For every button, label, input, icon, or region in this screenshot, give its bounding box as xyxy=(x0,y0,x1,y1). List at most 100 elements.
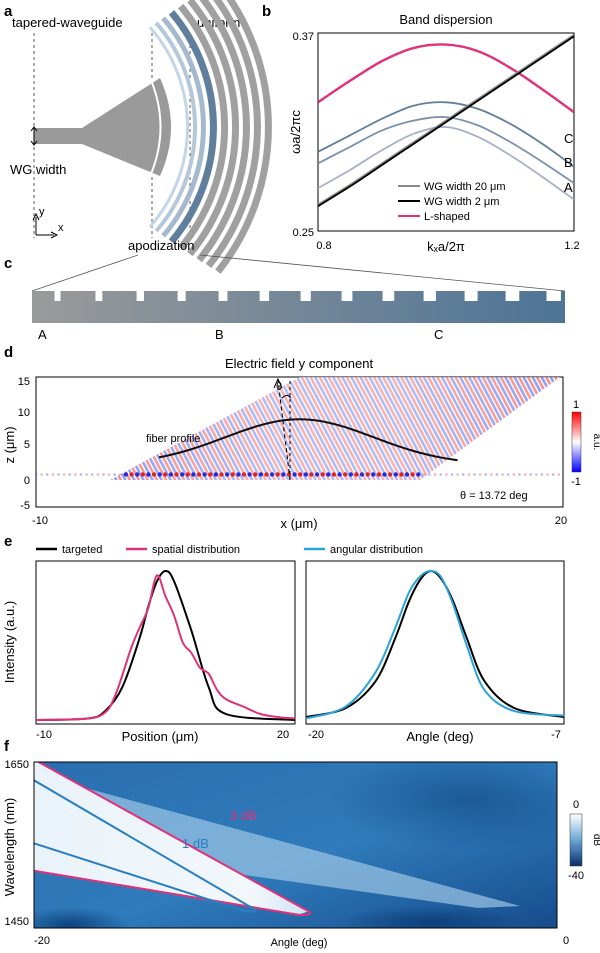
field-dot xyxy=(376,472,382,477)
field-dot xyxy=(501,473,504,476)
field-dot xyxy=(309,472,314,477)
field-dot xyxy=(68,473,71,476)
field-dot xyxy=(523,473,527,476)
map-high-transmission xyxy=(34,762,309,915)
field-dot xyxy=(303,472,308,477)
field-wavefronts-fade xyxy=(110,377,560,480)
colorbar-field xyxy=(571,411,582,473)
field-dot xyxy=(85,473,88,476)
field-dot xyxy=(247,472,252,477)
field-dot xyxy=(359,472,365,477)
field-dot xyxy=(354,472,359,477)
axis-label-y: y xyxy=(39,206,45,218)
grating-arc xyxy=(196,0,250,263)
x-tick-label: -20 xyxy=(308,729,324,741)
field-dot xyxy=(337,472,342,477)
field-dot xyxy=(410,472,415,477)
y-tick-label: 0.37 xyxy=(293,31,314,43)
label-apodization: apodization xyxy=(128,238,195,253)
contour-1db xyxy=(34,779,257,913)
zoom-line-right xyxy=(199,254,566,292)
panel-c: c A B C xyxy=(4,254,566,342)
field-dot xyxy=(490,473,493,476)
axis-label-x: x xyxy=(58,222,64,234)
colorbar-unit-label: a.u. xyxy=(591,434,600,451)
colorbar-db xyxy=(569,813,583,867)
theta-arrowhead xyxy=(273,377,283,389)
field-dot xyxy=(151,472,157,477)
field-dot xyxy=(102,473,105,476)
chart-b-ylabel: ωa/2πc xyxy=(288,110,303,154)
field-dot xyxy=(135,472,140,477)
field-dot xyxy=(51,473,55,476)
field-dot xyxy=(404,472,410,477)
field-dot xyxy=(445,473,448,476)
field-dot xyxy=(45,473,49,476)
field-dot xyxy=(512,473,516,476)
contour-3db xyxy=(34,762,312,916)
chart-f-xlabel: Angle (deg) xyxy=(271,937,328,949)
field-dot xyxy=(36,473,38,476)
panel-b: b Band dispersion 0.37 0.25 0.8 1.2 kₓa/… xyxy=(262,3,580,254)
field-dot xyxy=(57,473,60,476)
panel-letter-e: e xyxy=(4,533,12,550)
field-dot xyxy=(196,472,202,477)
fiber-profile-curve xyxy=(158,418,458,462)
field-dot xyxy=(387,472,393,477)
field-dot xyxy=(140,472,145,477)
field-dot xyxy=(202,472,207,477)
field-dot xyxy=(546,473,549,476)
transmission-map xyxy=(34,762,557,928)
chart-e-left-curves xyxy=(35,569,296,721)
map-light-band xyxy=(34,774,520,908)
map-dark-region xyxy=(330,762,557,850)
field-dot xyxy=(484,473,488,476)
field-dot xyxy=(540,473,544,476)
contour-label-1db: 1 dB xyxy=(182,836,209,851)
field-dot xyxy=(219,472,224,477)
chart-e-left-xlabel: Position (μm) xyxy=(122,729,199,744)
field-dot xyxy=(269,472,275,477)
panel-d: d Electric field y component θ fiber pro… xyxy=(2,344,600,531)
y-tick-label: 5 xyxy=(24,439,30,451)
theta-arc xyxy=(281,395,292,399)
field-dot xyxy=(281,472,286,477)
colorbar-max-label: 1 xyxy=(573,399,579,411)
field-dot xyxy=(180,472,185,477)
chart-e-left-frame xyxy=(35,560,296,725)
field-dot xyxy=(253,472,258,477)
y-tick-label: 0.25 xyxy=(293,227,314,239)
intensity-curve xyxy=(35,574,296,721)
field-dot xyxy=(213,472,219,477)
field-dot xyxy=(191,472,196,477)
label-wg-width: WG width xyxy=(10,162,66,177)
field-dot xyxy=(163,472,168,477)
field-dot xyxy=(467,473,471,476)
field-dot xyxy=(393,472,398,477)
chart-f-ylabel: Wavelength (nm) xyxy=(2,798,17,897)
field-dot xyxy=(456,473,459,476)
field-dot xyxy=(185,472,190,477)
band-curve xyxy=(318,35,574,207)
field-dot xyxy=(320,472,325,477)
field-dot xyxy=(314,472,320,477)
field-dot xyxy=(495,473,499,476)
field-dot xyxy=(422,473,426,476)
grating-arc xyxy=(154,21,198,233)
theta-symbol: θ xyxy=(276,381,282,393)
curve-label-b: B xyxy=(564,155,573,170)
contour-label-3db: 3 dB xyxy=(230,808,257,823)
panel-letter-d: d xyxy=(4,344,13,361)
annotation-theta-value: θ = 13.72 deg xyxy=(460,490,528,502)
panel-letter-b: b xyxy=(262,3,271,20)
chart-e-right-xlabel: Angle (deg) xyxy=(406,729,473,744)
field-dot xyxy=(129,472,134,477)
field-dot xyxy=(113,473,116,476)
grating-label-c: C xyxy=(434,327,443,342)
band-curve xyxy=(318,126,574,201)
chart-d-xlabel: x (μm) xyxy=(280,516,317,531)
chart-d-ylabel: z (μm) xyxy=(2,426,17,463)
field-dot xyxy=(174,472,179,477)
field-dot xyxy=(478,473,482,476)
x-tick-label: -20 xyxy=(34,935,50,947)
